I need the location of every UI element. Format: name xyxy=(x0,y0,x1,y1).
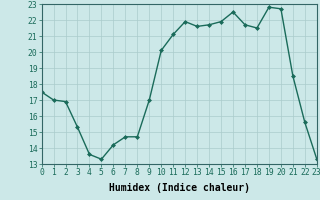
X-axis label: Humidex (Indice chaleur): Humidex (Indice chaleur) xyxy=(109,183,250,193)
